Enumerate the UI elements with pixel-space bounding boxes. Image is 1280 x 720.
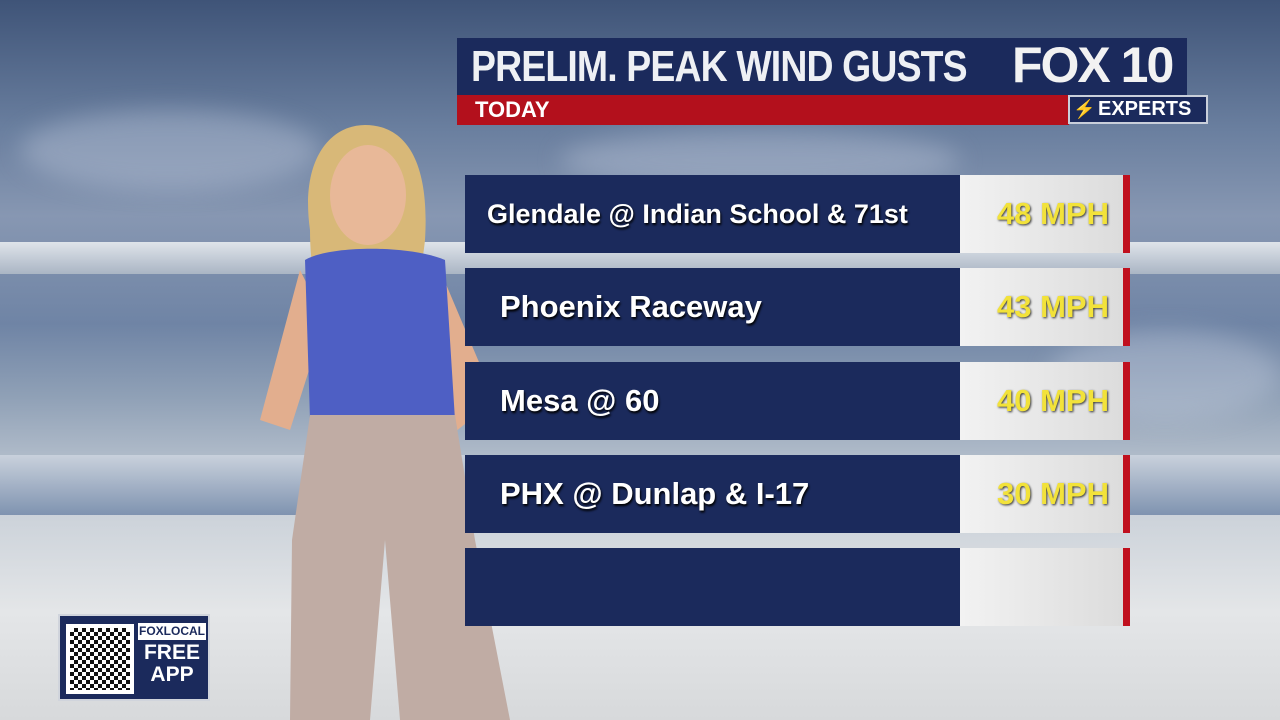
location: Glendale @ Indian School & 71st xyxy=(465,175,960,253)
location: Phoenix Raceway xyxy=(465,268,960,346)
gust-value: 48 MPH xyxy=(960,175,1123,253)
foxlocal-logo: FOXLOCAL xyxy=(138,623,206,640)
edge xyxy=(1123,175,1130,253)
edge xyxy=(1123,548,1130,626)
edge xyxy=(1123,455,1130,533)
qr-code-icon xyxy=(66,624,134,694)
experts-label: EXPERTS xyxy=(1098,98,1192,120)
fox10-logo: FOX 10 xyxy=(1012,37,1174,93)
gust-value: 43 MPH xyxy=(960,268,1123,346)
gust-value: 40 MPH xyxy=(960,362,1123,440)
gust-row: PHX @ Dunlap & I-17 30 MPH xyxy=(465,455,1130,533)
graphic-title: PRELIM. PEAK WIND GUSTS xyxy=(471,42,968,91)
gust-row: Mesa @ 60 40 MPH xyxy=(465,362,1130,440)
free-app-text: FREE APP xyxy=(138,642,206,686)
lightning-icon: ⚡ xyxy=(1073,99,1096,119)
gust-value: 30 MPH xyxy=(960,455,1123,533)
promo-line2: APP xyxy=(150,663,194,686)
gust-row: Phoenix Raceway 43 MPH xyxy=(465,268,1130,346)
app-promo: FOXLOCAL FREE APP xyxy=(58,614,210,701)
edge xyxy=(1123,362,1130,440)
gust-value xyxy=(960,548,1123,626)
gust-row: Glendale @ Indian School & 71st 48 MPH xyxy=(465,175,1130,253)
location: Mesa @ 60 xyxy=(465,362,960,440)
location: PHX @ Dunlap & I-17 xyxy=(465,455,960,533)
promo-line1: FREE xyxy=(143,641,200,664)
graphic-subtitle: TODAY xyxy=(457,95,1069,125)
experts-badge: ⚡ EXPERTS xyxy=(1068,95,1208,124)
gust-row-empty xyxy=(465,548,1130,626)
graphic-title-bar: PRELIM. PEAK WIND GUSTS xyxy=(457,38,1187,95)
location xyxy=(465,548,960,626)
cloud xyxy=(20,110,320,190)
presenter xyxy=(260,125,510,720)
edge xyxy=(1123,268,1130,346)
